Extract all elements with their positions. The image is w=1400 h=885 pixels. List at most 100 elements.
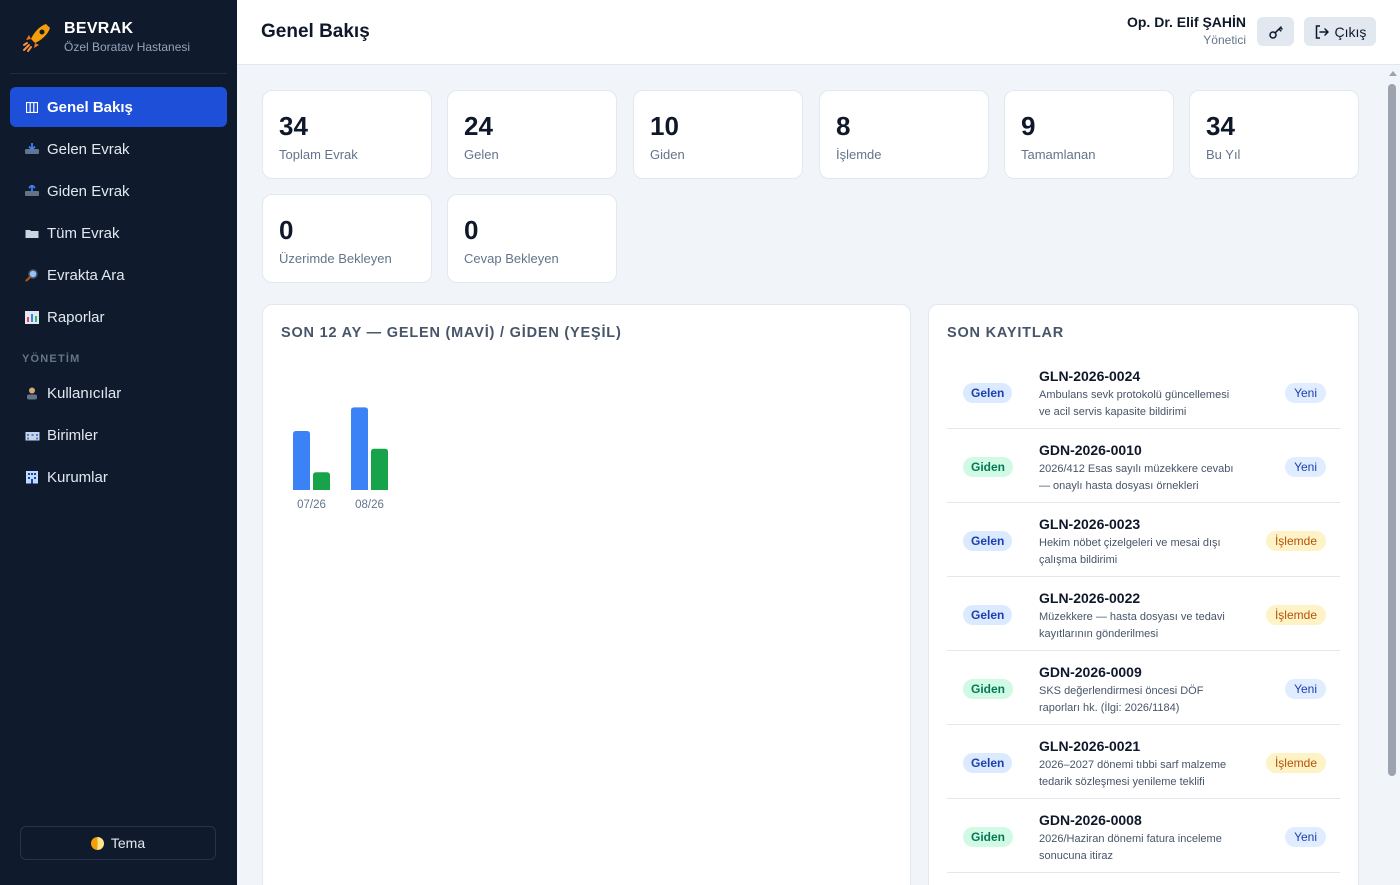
theme-toggle-button[interactable]: Tema: [20, 826, 216, 860]
sidebar-item-kullanicilar[interactable]: Kullanıcılar: [10, 373, 227, 413]
stat-label: Bu Yıl: [1206, 147, 1241, 162]
user-role: Yönetici: [1203, 33, 1246, 47]
recent-records-panel: SON KAYITLAR Gelen GLN-2026-0024 Ambulans …: [928, 304, 1359, 885]
record-type-badge: Giden: [963, 457, 1014, 477]
sidebar-item-kurumlar[interactable]: Kurumlar: [10, 457, 227, 497]
record-type-badge: Giden: [963, 827, 1014, 847]
key-icon: [1268, 25, 1283, 39]
x-tick-label: 08/26: [355, 499, 384, 511]
moon-icon: [90, 836, 104, 850]
stat-label: Gelen: [464, 147, 499, 162]
sidebar-item-giden-evrak[interactable]: Giden Evrak: [10, 171, 227, 211]
record-description: SKS değerlendirmesi öncesi DÖF raporları…: [1039, 685, 1204, 714]
record-description: Hekim nöbet çizelgeleri ve mesai dışı ça…: [1039, 537, 1221, 566]
record-description: 2026/Haziran dönemi fatura inceleme sonu…: [1039, 833, 1222, 862]
stat-value: 34: [1206, 111, 1235, 141]
logout-label: Çıkış: [1334, 23, 1367, 40]
bar-giden-08-26[interactable]: [371, 448, 388, 490]
stat-card-giden[interactable]: 10 Giden: [633, 90, 803, 179]
sidebar-item-raporlar[interactable]: Raporlar: [10, 297, 227, 337]
stat-card-uzerimde-bekleyen[interactable]: 0 Üzerimde Bekleyen: [262, 194, 432, 283]
stat-card-cevap-bekleyen[interactable]: 0 Cevap Bekleyen: [447, 194, 617, 283]
bar-giden-07-26[interactable]: [313, 472, 330, 490]
sidebar-item-label: Giden Evrak: [47, 182, 130, 200]
record-status-badge: Yeni: [1285, 457, 1326, 477]
sidebar-item-gelen-evrak[interactable]: Gelen Evrak: [10, 129, 227, 169]
record-type-badge: Gelen: [963, 383, 1013, 403]
recent-record-row[interactable]: Gelen GLN-2026-0022 Müzekkere — hasta dosy…: [947, 577, 1340, 651]
record-code: GLN-2026-0022: [1039, 590, 1141, 606]
stat-value: 8: [836, 111, 851, 141]
monthly-chart-panel: SON 12 AY — GELEN (MAVİ) / GİDEN (YEŞİL)…: [262, 304, 911, 885]
main-nav: Genel Bakış Gelen Evrak Giden Evrak Tüm …: [0, 74, 237, 497]
sidebar-item-label: Genel Bakış: [47, 98, 133, 116]
top-header: Genel Bakış Op. Dr. Elif ŞAHİN Yönetici …: [237, 0, 1400, 65]
brand-subtitle: Özel Boratav Hastanesi: [64, 39, 191, 54]
monthly-bar-chart: 07/26 08/26: [293, 407, 388, 511]
record-code: GDN-2026-0010: [1039, 442, 1142, 458]
recent-title: SON KAYITLAR: [947, 325, 1065, 341]
stat-label: Toplam Evrak: [279, 147, 358, 162]
brand[interactable]: BEVRAK Özel Boratav Hastanesi: [10, 0, 227, 74]
page-title: Genel Bakış: [261, 21, 370, 42]
bar-gelen-08-26[interactable]: [351, 407, 368, 490]
sidebar-item-label: Tüm Evrak: [47, 224, 120, 242]
logout-button[interactable]: Çıkış: [1304, 17, 1376, 46]
sidebar-item-birimler[interactable]: Birimler: [10, 415, 227, 455]
scroll-thumb[interactable]: [1388, 84, 1396, 776]
theme-label: Tema: [110, 835, 146, 851]
stat-card-tamamlanan[interactable]: 9 Tamamlanan: [1004, 90, 1174, 179]
recent-record-row[interactable]: Gelen GLN-2026-0023 Hekim nöbet çizelgeler…: [947, 503, 1340, 577]
record-description: Müzekkere — hasta dosyası ve tedavi kayı…: [1039, 611, 1225, 640]
bar-gelen-07-26[interactable]: [293, 431, 310, 490]
stat-value: 0: [279, 215, 294, 245]
sidebar-item-label: Kurumlar: [47, 468, 108, 486]
record-description: 2026/412 Esas sayılı müzekkere cevabı — …: [1039, 463, 1234, 492]
recent-record-row[interactable]: Giden GDN-2026-0009 SKS değerlendirmesi ön…: [947, 651, 1340, 725]
record-type-badge: Gelen: [963, 753, 1013, 773]
user-icon: [23, 386, 41, 400]
sidebar-item-label: Evrakta Ara: [47, 266, 125, 284]
sidebar-item-genel-bakis[interactable]: Genel Bakış: [10, 87, 227, 127]
record-status-badge: Yeni: [1285, 383, 1326, 403]
building-icon: [23, 470, 41, 484]
sidebar-item-label: Birimler: [47, 426, 98, 444]
recent-record-row[interactable]: Giden GDN-2026-0010 2026/412 Esas sayılı m…: [947, 429, 1340, 503]
recent-record-row[interactable]: Giden GDN-2026-0008 2026/Haziran dönemi fa…: [947, 799, 1340, 873]
record-code: GLN-2026-0024: [1039, 368, 1141, 384]
record-description: 2026–2027 dönemi tıbbi sarf malzeme teda…: [1039, 759, 1227, 788]
magnifier-icon: [23, 268, 41, 282]
stat-label: Tamamlanan: [1021, 147, 1096, 162]
stat-value: 34: [279, 111, 308, 141]
record-type-badge: Gelen: [963, 531, 1013, 551]
record-code: GLN-2026-0023: [1039, 516, 1141, 532]
stat-label: Cevap Bekleyen: [464, 251, 559, 266]
sidebar-item-evrakta-ara[interactable]: Evrakta Ara: [10, 255, 227, 295]
user-name: Op. Dr. Elif ŞAHİN: [1126, 14, 1246, 30]
sidebar-item-label: Gelen Evrak: [47, 140, 130, 158]
scroll-up-arrow-icon[interactable]: [1389, 71, 1397, 76]
stat-label: İşlemde: [836, 147, 882, 162]
bar-chart-icon: [23, 310, 41, 324]
record-code: GDN-2026-0008: [1039, 812, 1142, 828]
stat-label: Üzerimde Bekleyen: [279, 251, 392, 266]
stat-card-bu-yil[interactable]: 34 Bu Yıl: [1189, 90, 1359, 179]
record-description: Ambulans sevk protokolü güncellemesi ve …: [1039, 389, 1230, 418]
record-status-badge: İşlemde: [1265, 753, 1326, 773]
page-scrollbar[interactable]: [1385, 65, 1400, 885]
outbox-tray-icon: [23, 184, 41, 198]
stat-card-toplam-evrak[interactable]: 34 Toplam Evrak: [262, 90, 432, 179]
stat-label: Giden: [650, 147, 685, 162]
recent-record-row[interactable]: Gelen GLN-2026-0021 2026–2027 dönemi tıbbi…: [947, 725, 1340, 799]
stat-card-gelen[interactable]: 24 Gelen: [447, 90, 617, 179]
folder-icon: [23, 226, 41, 240]
nav-section-yonetim: YÖNETİM: [22, 353, 81, 365]
sidebar-item-tum-evrak[interactable]: Tüm Evrak: [10, 213, 227, 253]
stat-value: 0: [464, 215, 479, 245]
recent-record-row[interactable]: Gelen GLN-2026-0024 Ambulans sevk protokol…: [947, 355, 1340, 429]
change-password-button[interactable]: [1257, 17, 1294, 46]
stat-card-islemde[interactable]: 8 İşlemde: [819, 90, 989, 179]
columns-icon: [23, 100, 41, 114]
record-status-badge: Yeni: [1285, 679, 1326, 699]
sidebar-item-label: Raporlar: [47, 308, 105, 326]
